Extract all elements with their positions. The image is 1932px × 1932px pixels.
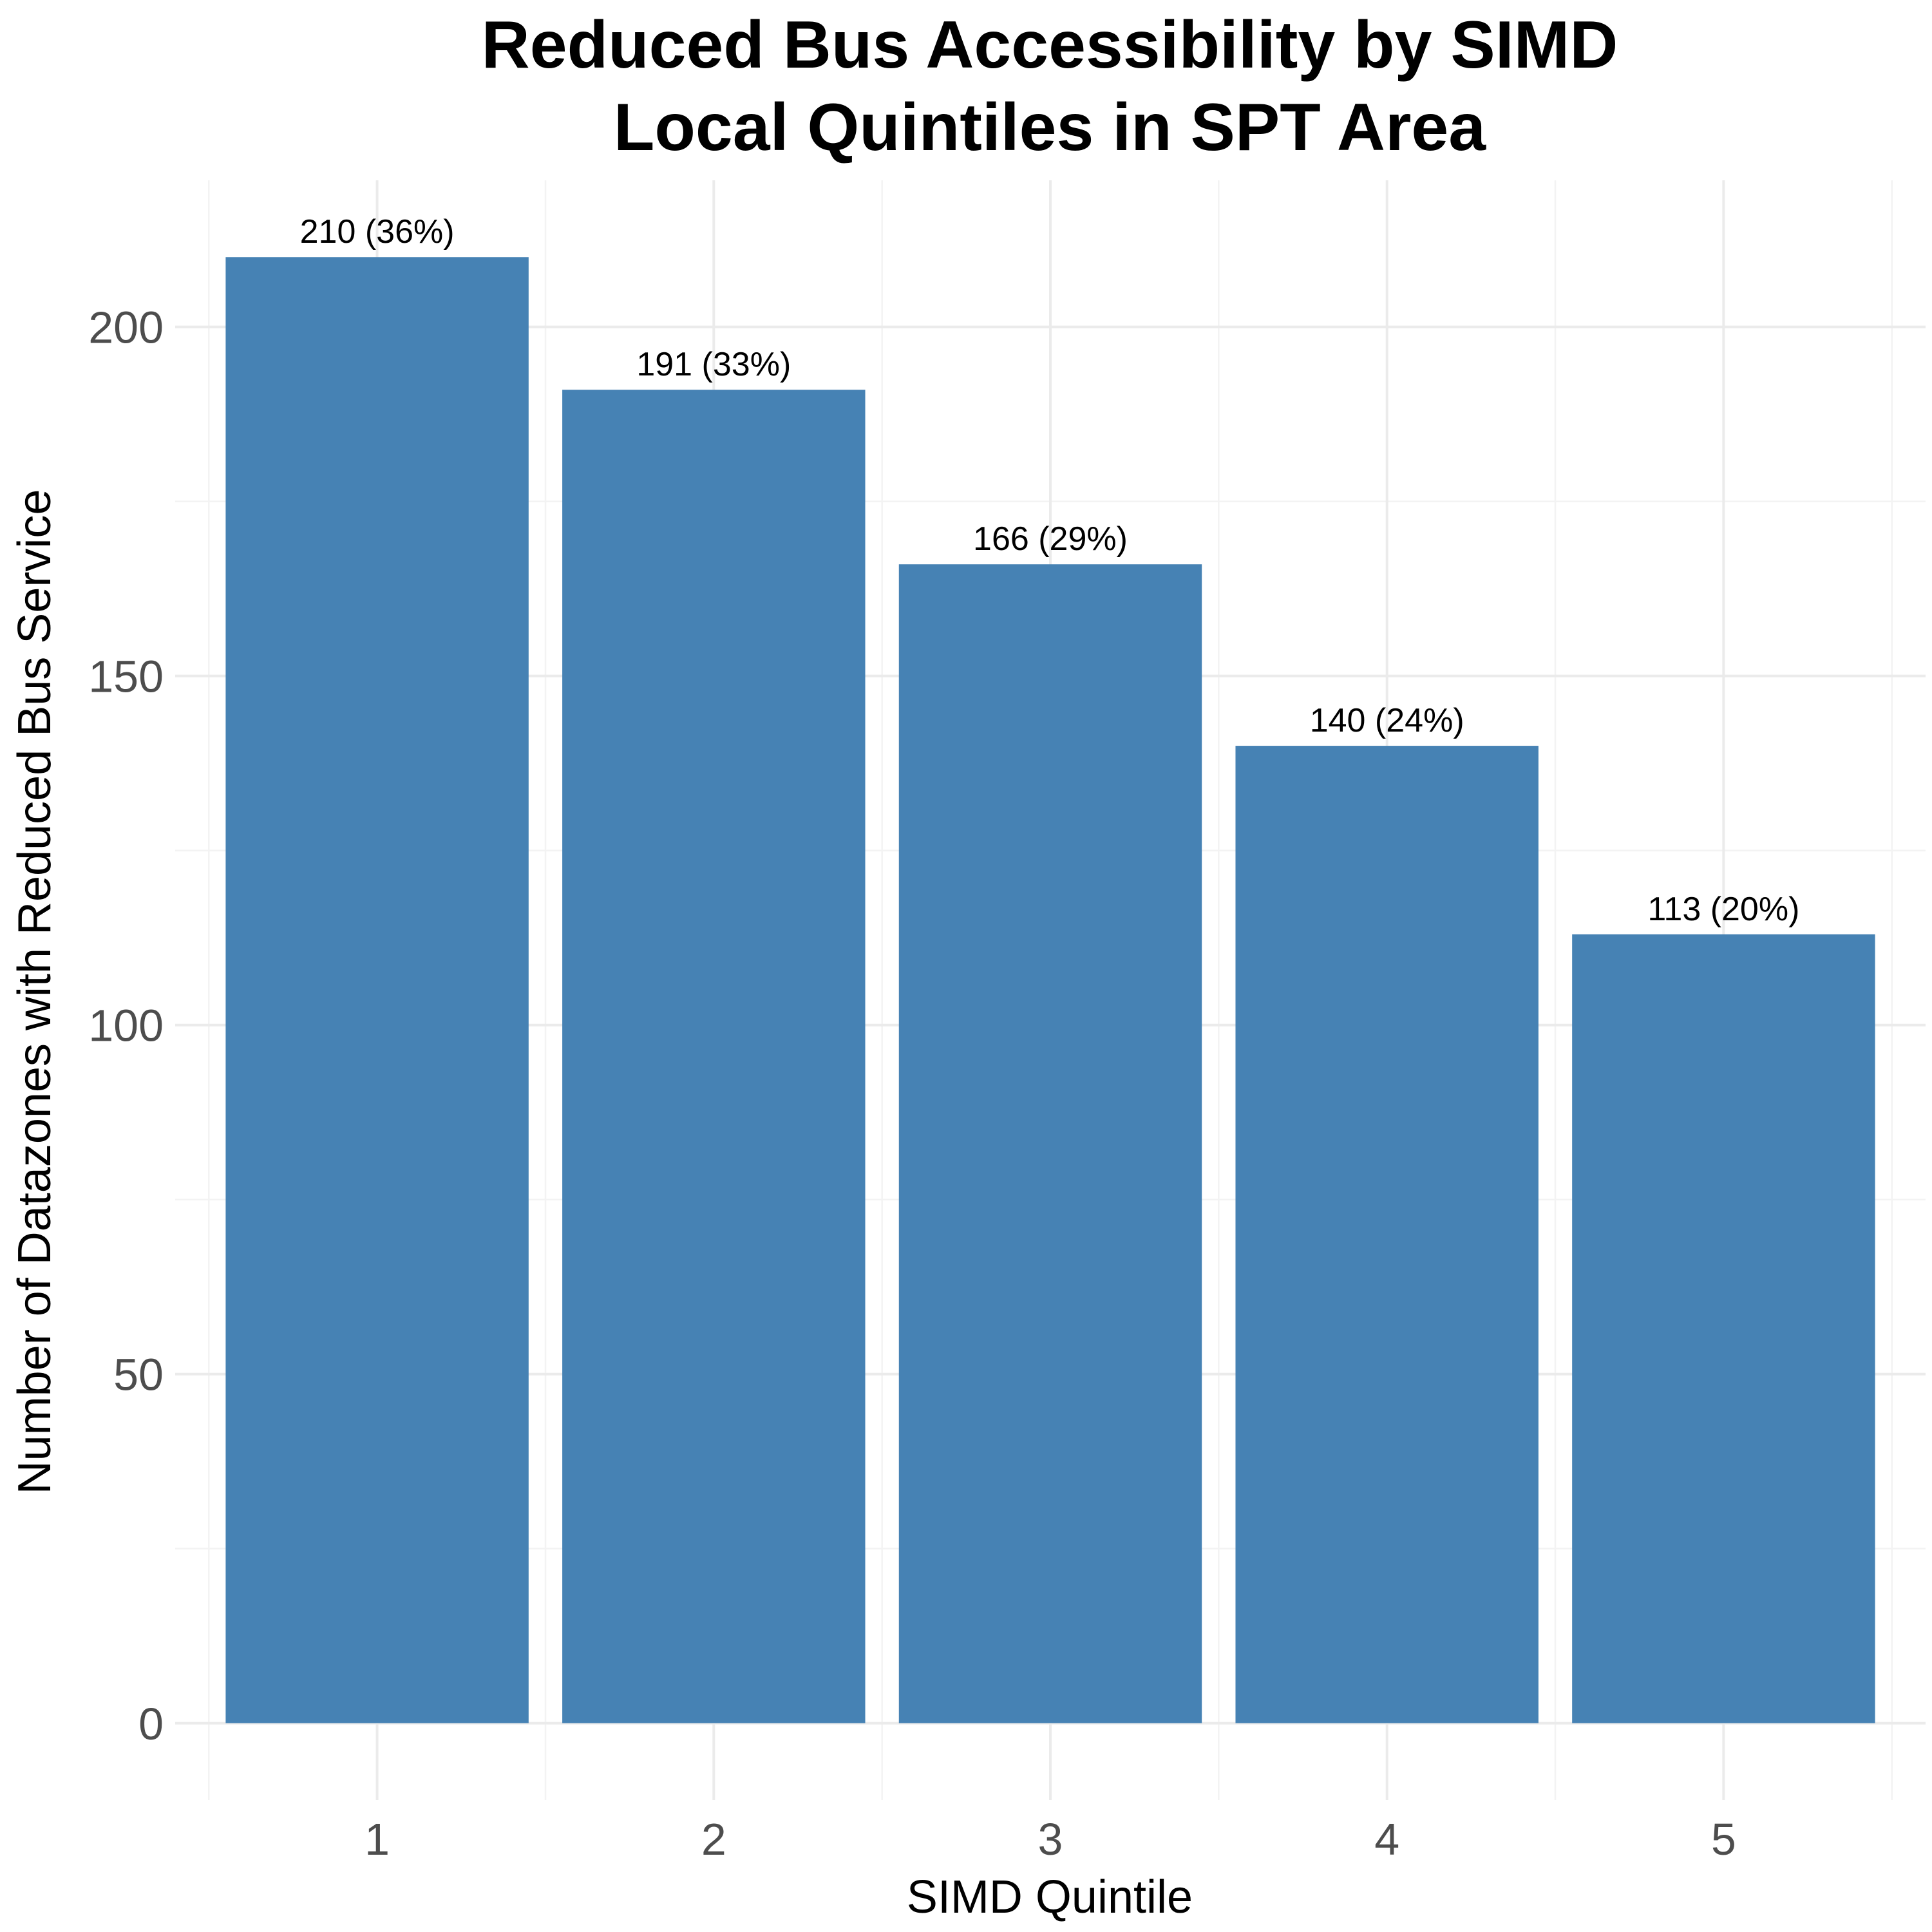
y-tick-label: 100 (88, 1001, 164, 1051)
chart-title: Reduced Bus Accessibility by SIMD Local Q… (482, 8, 1618, 165)
y-tick-label: 0 (138, 1699, 164, 1749)
x-tick-label: 3 (1038, 1814, 1063, 1864)
data-labels: 210 (36%) 191 (33%) 166 (29%) 140 (24%) 113 … (300, 213, 1800, 928)
y-axis-ticks: 0 50 100 150 200 (88, 303, 164, 1749)
y-tick-label: 50 (113, 1350, 164, 1400)
x-tick-label: 4 (1374, 1814, 1399, 1864)
bar-4 (1235, 746, 1539, 1723)
data-label-2: 191 (33%) (636, 346, 791, 383)
bar-1 (225, 257, 529, 1723)
y-tick-label: 200 (88, 303, 164, 353)
bar-3 (898, 564, 1202, 1723)
y-axis-title: Number of Datazones with Reduced Bus Ser… (9, 489, 61, 1495)
x-axis-title: SIMD Quintile (907, 1871, 1193, 1923)
x-tick-label: 2 (701, 1814, 726, 1864)
chart-title-line: Local Quintiles in SPT Area (614, 90, 1486, 165)
y-tick-label: 150 (88, 652, 164, 702)
bar-2 (562, 390, 866, 1723)
x-tick-label: 5 (1711, 1814, 1736, 1864)
chart-title-line: Reduced Bus Accessibility by SIMD (482, 8, 1618, 82)
x-axis-ticks: 1 2 3 4 5 (365, 1814, 1736, 1864)
x-tick-label: 1 (365, 1814, 390, 1864)
data-label-5: 113 (20%) (1647, 891, 1799, 928)
data-label-3: 166 (29%) (973, 520, 1128, 558)
data-label-1: 210 (36%) (300, 213, 455, 251)
data-label-4: 140 (24%) (1310, 702, 1464, 739)
bar-5 (1572, 934, 1875, 1723)
bars (225, 257, 1875, 1723)
